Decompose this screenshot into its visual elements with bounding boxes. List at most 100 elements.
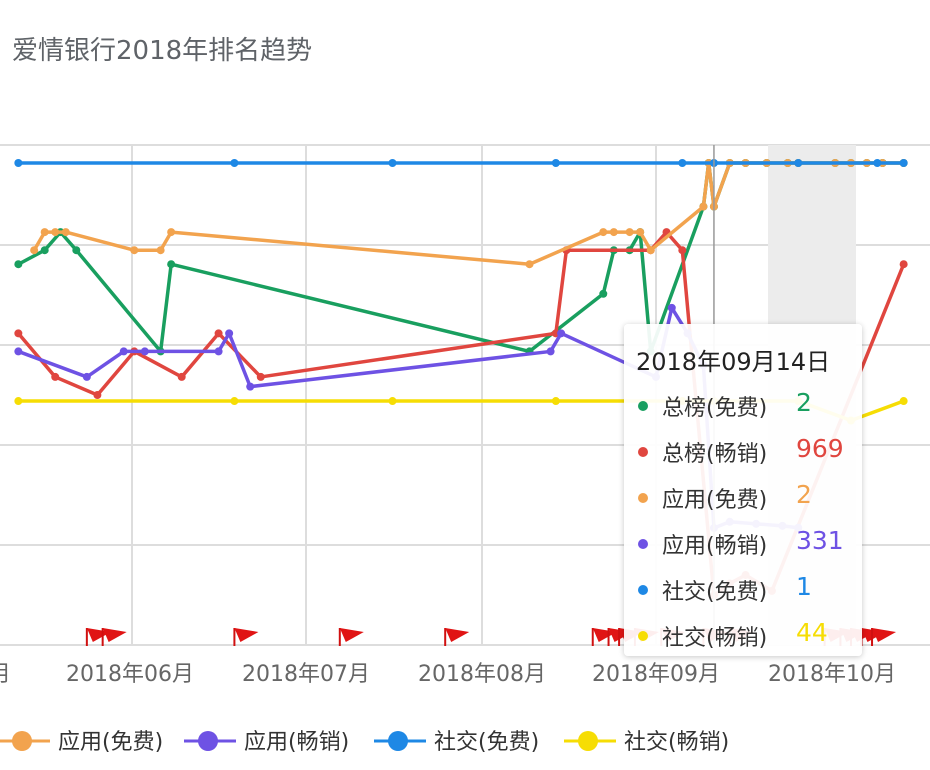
tooltip-value: 331	[796, 526, 844, 555]
data-point[interactable]	[225, 329, 234, 338]
tooltip-value: 2	[796, 388, 812, 417]
tooltip-series-name: 总榜(免费)	[662, 396, 768, 421]
data-point[interactable]	[246, 382, 255, 391]
legend-label: 应用(免费)	[58, 730, 163, 755]
data-point[interactable]	[388, 159, 397, 167]
tooltip-dot	[638, 539, 648, 549]
tooltip-dot	[638, 447, 648, 457]
data-point[interactable]	[14, 260, 23, 269]
tooltip-value: 44	[796, 618, 828, 647]
legend-label: 社交(畅销)	[624, 730, 729, 755]
data-point[interactable]	[899, 159, 908, 167]
tooltip-value: 969	[796, 434, 844, 463]
data-point[interactable]	[230, 397, 239, 406]
tooltip-row: 总榜(畅销) 969	[638, 434, 844, 467]
x-tick-label: 月	[0, 662, 11, 687]
tooltip: 2018年09月14日 总榜(免费) 2 总榜(畅销) 969 应用(免费) 2 应用(畅销…	[624, 324, 862, 656]
data-point[interactable]	[609, 228, 618, 237]
tooltip-series-name: 总榜(畅销)	[662, 442, 768, 467]
data-point[interactable]	[899, 397, 908, 406]
data-point[interactable]	[230, 159, 239, 167]
series-社交(免费)	[14, 159, 908, 167]
marker-flag[interactable]	[444, 628, 470, 646]
data-point[interactable]	[899, 260, 908, 269]
data-point[interactable]	[551, 159, 560, 167]
data-point[interactable]	[119, 347, 128, 356]
legend: 应用(免费) 应用(畅销) 社交(免费) 社交(畅销)	[0, 730, 729, 755]
data-point[interactable]	[177, 372, 186, 381]
data-point[interactable]	[256, 372, 265, 381]
x-tick-label: 2018年10月	[768, 662, 896, 687]
data-point[interactable]	[678, 246, 687, 255]
data-point[interactable]	[214, 329, 223, 338]
tooltip-dot	[638, 631, 648, 641]
legend-item[interactable]: 应用(畅销)	[184, 730, 349, 755]
legend-swatch	[12, 731, 32, 751]
data-point[interactable]	[557, 329, 566, 338]
data-point[interactable]	[636, 228, 645, 237]
flag-banner	[445, 628, 470, 642]
tooltip-row: 社交(畅销) 44	[638, 618, 828, 651]
data-point[interactable]	[667, 303, 676, 312]
tooltip-series-name: 社交(免费)	[662, 580, 768, 605]
tooltip-row: 应用(免费) 2	[638, 480, 812, 513]
data-point[interactable]	[873, 159, 882, 167]
flag-banner	[872, 628, 897, 642]
legend-item[interactable]: 应用(免费)	[0, 730, 163, 755]
data-point[interactable]	[525, 260, 534, 269]
flag-banner	[234, 628, 259, 642]
x-tick-label: 2018年08月	[418, 662, 546, 687]
data-point[interactable]	[51, 228, 60, 237]
data-point[interactable]	[40, 246, 49, 255]
data-point[interactable]	[546, 347, 555, 356]
tooltip-row: 应用(畅销) 331	[638, 526, 844, 559]
marker-flag[interactable]	[338, 628, 364, 646]
data-point[interactable]	[388, 397, 397, 406]
data-point[interactable]	[156, 246, 165, 255]
data-point[interactable]	[794, 159, 803, 167]
data-point[interactable]	[82, 372, 91, 381]
legend-item[interactable]: 社交(畅销)	[564, 730, 729, 755]
data-point[interactable]	[551, 397, 560, 406]
tooltip-row: 社交(免费) 1	[638, 572, 812, 605]
data-point[interactable]	[678, 159, 687, 167]
data-point[interactable]	[30, 246, 39, 255]
data-point[interactable]	[699, 202, 708, 211]
data-point[interactable]	[599, 228, 608, 237]
data-point[interactable]	[214, 347, 223, 356]
tooltip-dot	[638, 493, 648, 503]
data-point[interactable]	[72, 246, 81, 255]
data-point[interactable]	[40, 228, 49, 237]
x-tick-label: 2018年06月	[66, 662, 194, 687]
data-point[interactable]	[14, 329, 23, 338]
x-axis-ticks: 月 2018年06月 2018年07月 2018年08月 2018年09月 2018年10…	[0, 662, 896, 687]
tooltip-date: 2018年09月14日	[636, 348, 831, 376]
tooltip-dot	[638, 401, 648, 411]
data-point[interactable]	[130, 246, 139, 255]
data-point[interactable]	[93, 391, 102, 400]
legend-item[interactable]: 社交(免费)	[374, 730, 539, 755]
data-point[interactable]	[167, 260, 176, 269]
marker-flag[interactable]	[871, 628, 897, 646]
marker-flag[interactable]	[101, 628, 127, 646]
data-point[interactable]	[61, 228, 70, 237]
data-point[interactable]	[51, 372, 60, 381]
flag-banner	[102, 628, 127, 642]
data-point[interactable]	[625, 228, 634, 237]
marker-flag[interactable]	[233, 628, 259, 646]
data-point[interactable]	[140, 347, 149, 356]
legend-swatch	[198, 731, 218, 751]
data-point[interactable]	[14, 397, 23, 406]
data-point[interactable]	[599, 289, 608, 298]
tooltip-value: 2	[796, 480, 812, 509]
data-point[interactable]	[646, 246, 655, 255]
data-point[interactable]	[167, 228, 176, 237]
data-point[interactable]	[14, 347, 23, 356]
tooltip-row: 总榜(免费) 2	[638, 388, 812, 421]
x-tick-label: 2018年07月	[242, 662, 370, 687]
tooltip-series-name: 应用(畅销)	[662, 534, 768, 559]
data-point[interactable]	[14, 159, 23, 167]
tooltip-series-name: 应用(免费)	[662, 488, 768, 513]
x-tick-label: 2018年09月	[592, 662, 720, 687]
